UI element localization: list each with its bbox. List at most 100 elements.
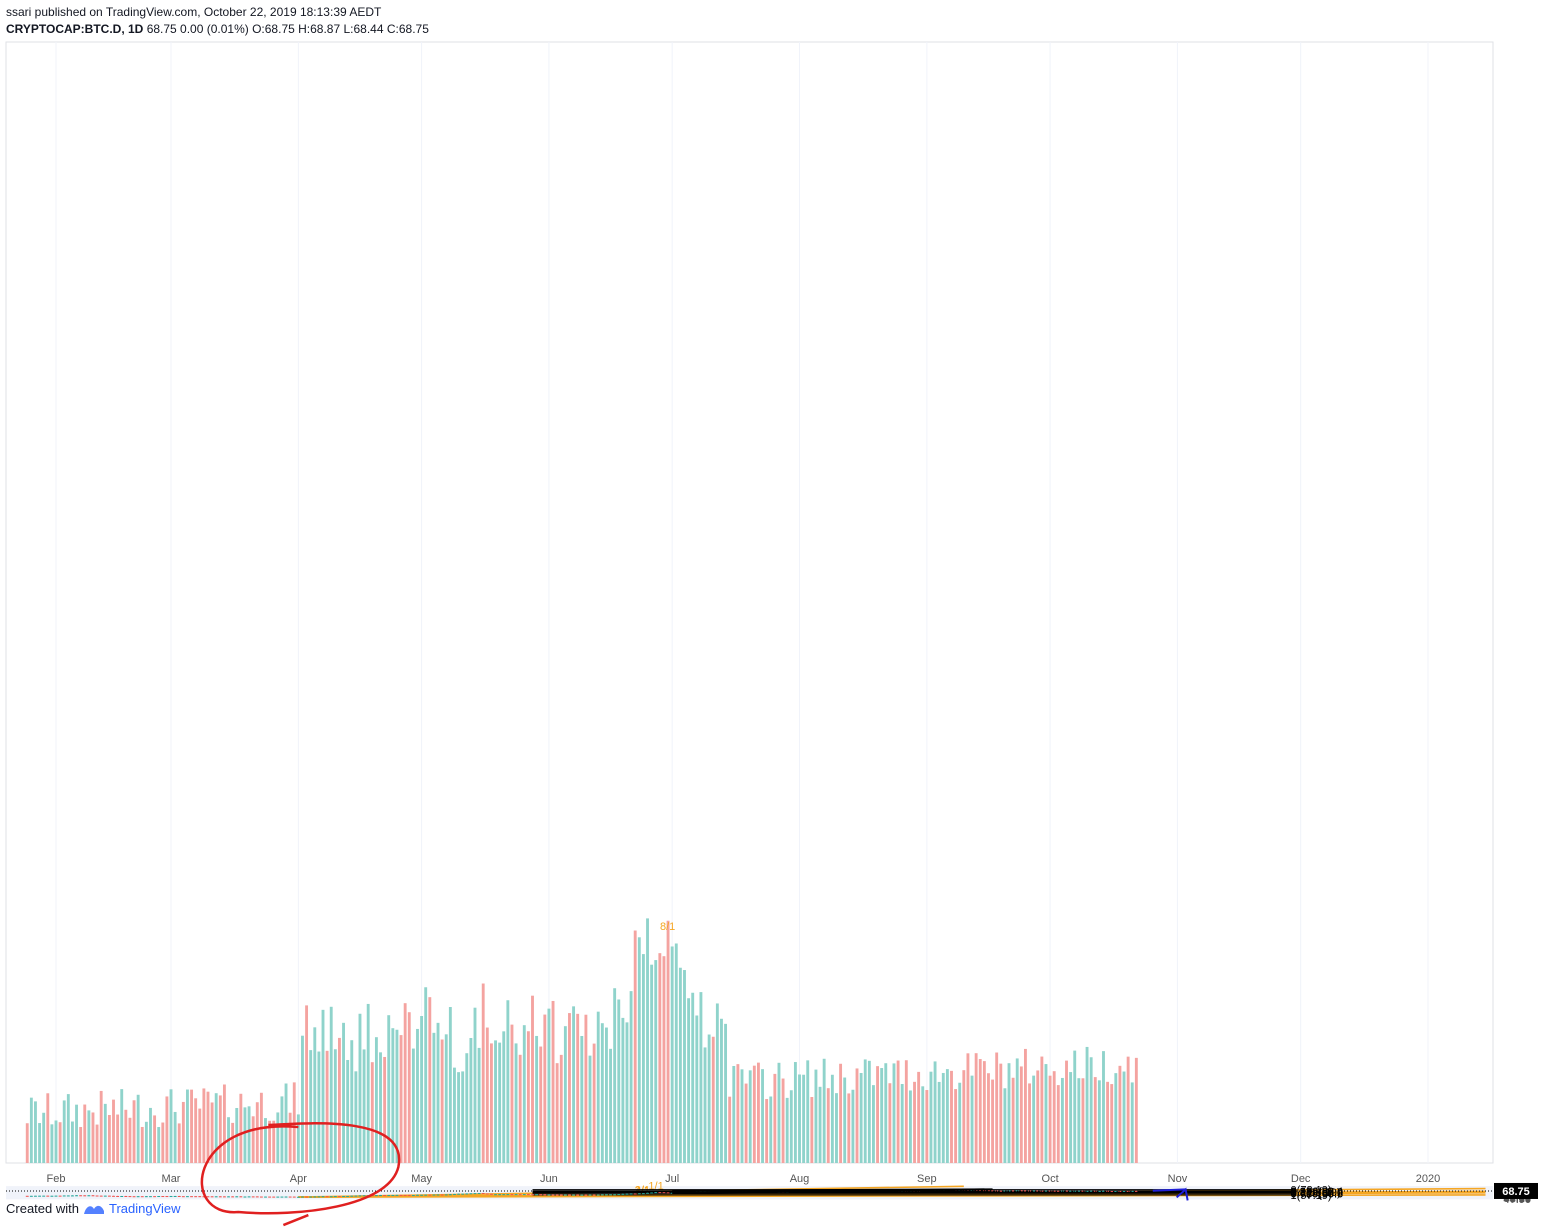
- volume-bar: [276, 1112, 280, 1163]
- volume-bar: [563, 1026, 567, 1163]
- red-circle-annotation: [200, 1122, 401, 1227]
- volume-bar: [1097, 1080, 1101, 1163]
- x-tick-label: 2020: [1416, 1173, 1440, 1185]
- volume-bar: [83, 1104, 87, 1163]
- volume-bar: [913, 1081, 916, 1163]
- candle-body: [383, 1194, 387, 1196]
- volume-bar: [872, 1085, 875, 1163]
- drawings[interactable]: [200, 1122, 1189, 1227]
- volume-bar: [625, 1022, 629, 1163]
- volume-bar: [1003, 1088, 1007, 1163]
- volume-bar: [588, 1055, 592, 1163]
- x-tick-label: Aug: [790, 1173, 810, 1185]
- volume-bar: [173, 1111, 177, 1163]
- time-axis[interactable]: Feb Mar Apr May Jun Jul Aug Sep Oct Nov Dec 2020: [47, 1173, 1441, 1185]
- candle-body: [194, 1196, 198, 1198]
- candle-body: [1122, 1190, 1126, 1192]
- candle-body: [666, 1192, 670, 1194]
- candle-body: [1023, 1190, 1027, 1192]
- candle-body: [34, 1195, 37, 1197]
- candle-body: [79, 1195, 83, 1197]
- volume-bar: [1085, 1046, 1089, 1163]
- volume-bar: [699, 992, 703, 1163]
- volume-bars: [25, 918, 1138, 1163]
- volume-bar: [654, 960, 658, 1163]
- candle-body: [313, 1196, 317, 1198]
- quote-line: CRYPTOCAP:BTC.D, 1D 68.75 0.00 (0.01%) O…: [6, 22, 429, 36]
- volume-bar: [851, 1089, 855, 1163]
- candle-body: [1130, 1190, 1134, 1192]
- x-tick-label: Jul: [665, 1173, 679, 1185]
- candle-body: [387, 1195, 391, 1197]
- volume-bar: [448, 1007, 452, 1163]
- volume-bar: [773, 1073, 777, 1163]
- volume-bar: [477, 1047, 481, 1163]
- candle-body: [333, 1196, 337, 1198]
- candle-body: [276, 1196, 280, 1198]
- volume-bar: [756, 1062, 760, 1163]
- volume-bar: [991, 1079, 995, 1163]
- volume-bar: [982, 1061, 986, 1163]
- candle-body: [350, 1195, 354, 1197]
- volume-bar: [268, 1120, 272, 1163]
- candle-body: [1081, 1190, 1085, 1192]
- x-tick-label: Jun: [540, 1173, 558, 1185]
- volume-bar: [103, 1103, 107, 1163]
- candle-body: [576, 1194, 580, 1196]
- candle-body: [605, 1194, 608, 1196]
- volume-bar: [580, 1035, 584, 1163]
- volume-bar: [670, 946, 674, 1163]
- volume-bar: [666, 920, 670, 1163]
- volume-bar: [732, 1065, 736, 1163]
- volume-bar: [970, 1075, 974, 1163]
- volume-bar: [1089, 1057, 1093, 1163]
- volume-bar: [613, 988, 617, 1163]
- tradingview-brand[interactable]: TradingView: [108, 1201, 181, 1216]
- volume-bar: [444, 1034, 448, 1163]
- volume-bar: [859, 1072, 863, 1163]
- volume-bar: [411, 1048, 415, 1163]
- volume-bar: [917, 1071, 921, 1163]
- candle-body: [609, 1194, 612, 1196]
- candle-body: [1110, 1191, 1114, 1193]
- volume-bar: [740, 1069, 744, 1163]
- volume-bar: [420, 1016, 424, 1163]
- candle-body: [489, 1193, 493, 1195]
- volume-bar: [1118, 1065, 1122, 1163]
- candle-body: [1044, 1190, 1048, 1192]
- volume-bar: [243, 1107, 247, 1163]
- candle-body: [58, 1195, 62, 1197]
- symbol-label[interactable]: CRYPTOCAP:BTC.D, 1D: [6, 22, 144, 36]
- volume-bar: [933, 1061, 937, 1163]
- volume-bar: [559, 1054, 563, 1163]
- volume-bar: [370, 1062, 374, 1163]
- volume-bar: [724, 1023, 728, 1163]
- volume-bar: [309, 1050, 313, 1163]
- candle-body: [1089, 1190, 1093, 1192]
- candle-body: [25, 1195, 29, 1197]
- x-tick-label: Nov: [1168, 1173, 1188, 1185]
- volume-bar: [329, 1006, 333, 1163]
- volume-bar: [313, 1027, 317, 1163]
- candle-body: [280, 1196, 284, 1198]
- price-axis[interactable]: 84.0082.0080.0078.0076.0074.0072.0070.00…: [1494, 1182, 1538, 1206]
- volume-bar: [876, 1066, 879, 1163]
- volume-bar: [395, 1029, 399, 1163]
- fib-level-label: 1(57.19): [1291, 1190, 1332, 1202]
- candle-body: [50, 1195, 54, 1197]
- candle-body: [29, 1195, 33, 1197]
- candle-body: [107, 1195, 111, 1197]
- volume-bar: [987, 1073, 990, 1163]
- candle-body: [1097, 1191, 1101, 1193]
- volume-bar: [1060, 1077, 1064, 1163]
- volume-bar: [177, 1123, 181, 1163]
- volume-bar: [239, 1093, 243, 1163]
- candle-body: [173, 1195, 177, 1197]
- volume-bar: [374, 1037, 378, 1163]
- candle-body: [198, 1196, 202, 1198]
- candle-body: [407, 1194, 411, 1196]
- volume-bar: [867, 1060, 871, 1163]
- volume-bar: [958, 1082, 962, 1163]
- volume-bar: [966, 1053, 970, 1163]
